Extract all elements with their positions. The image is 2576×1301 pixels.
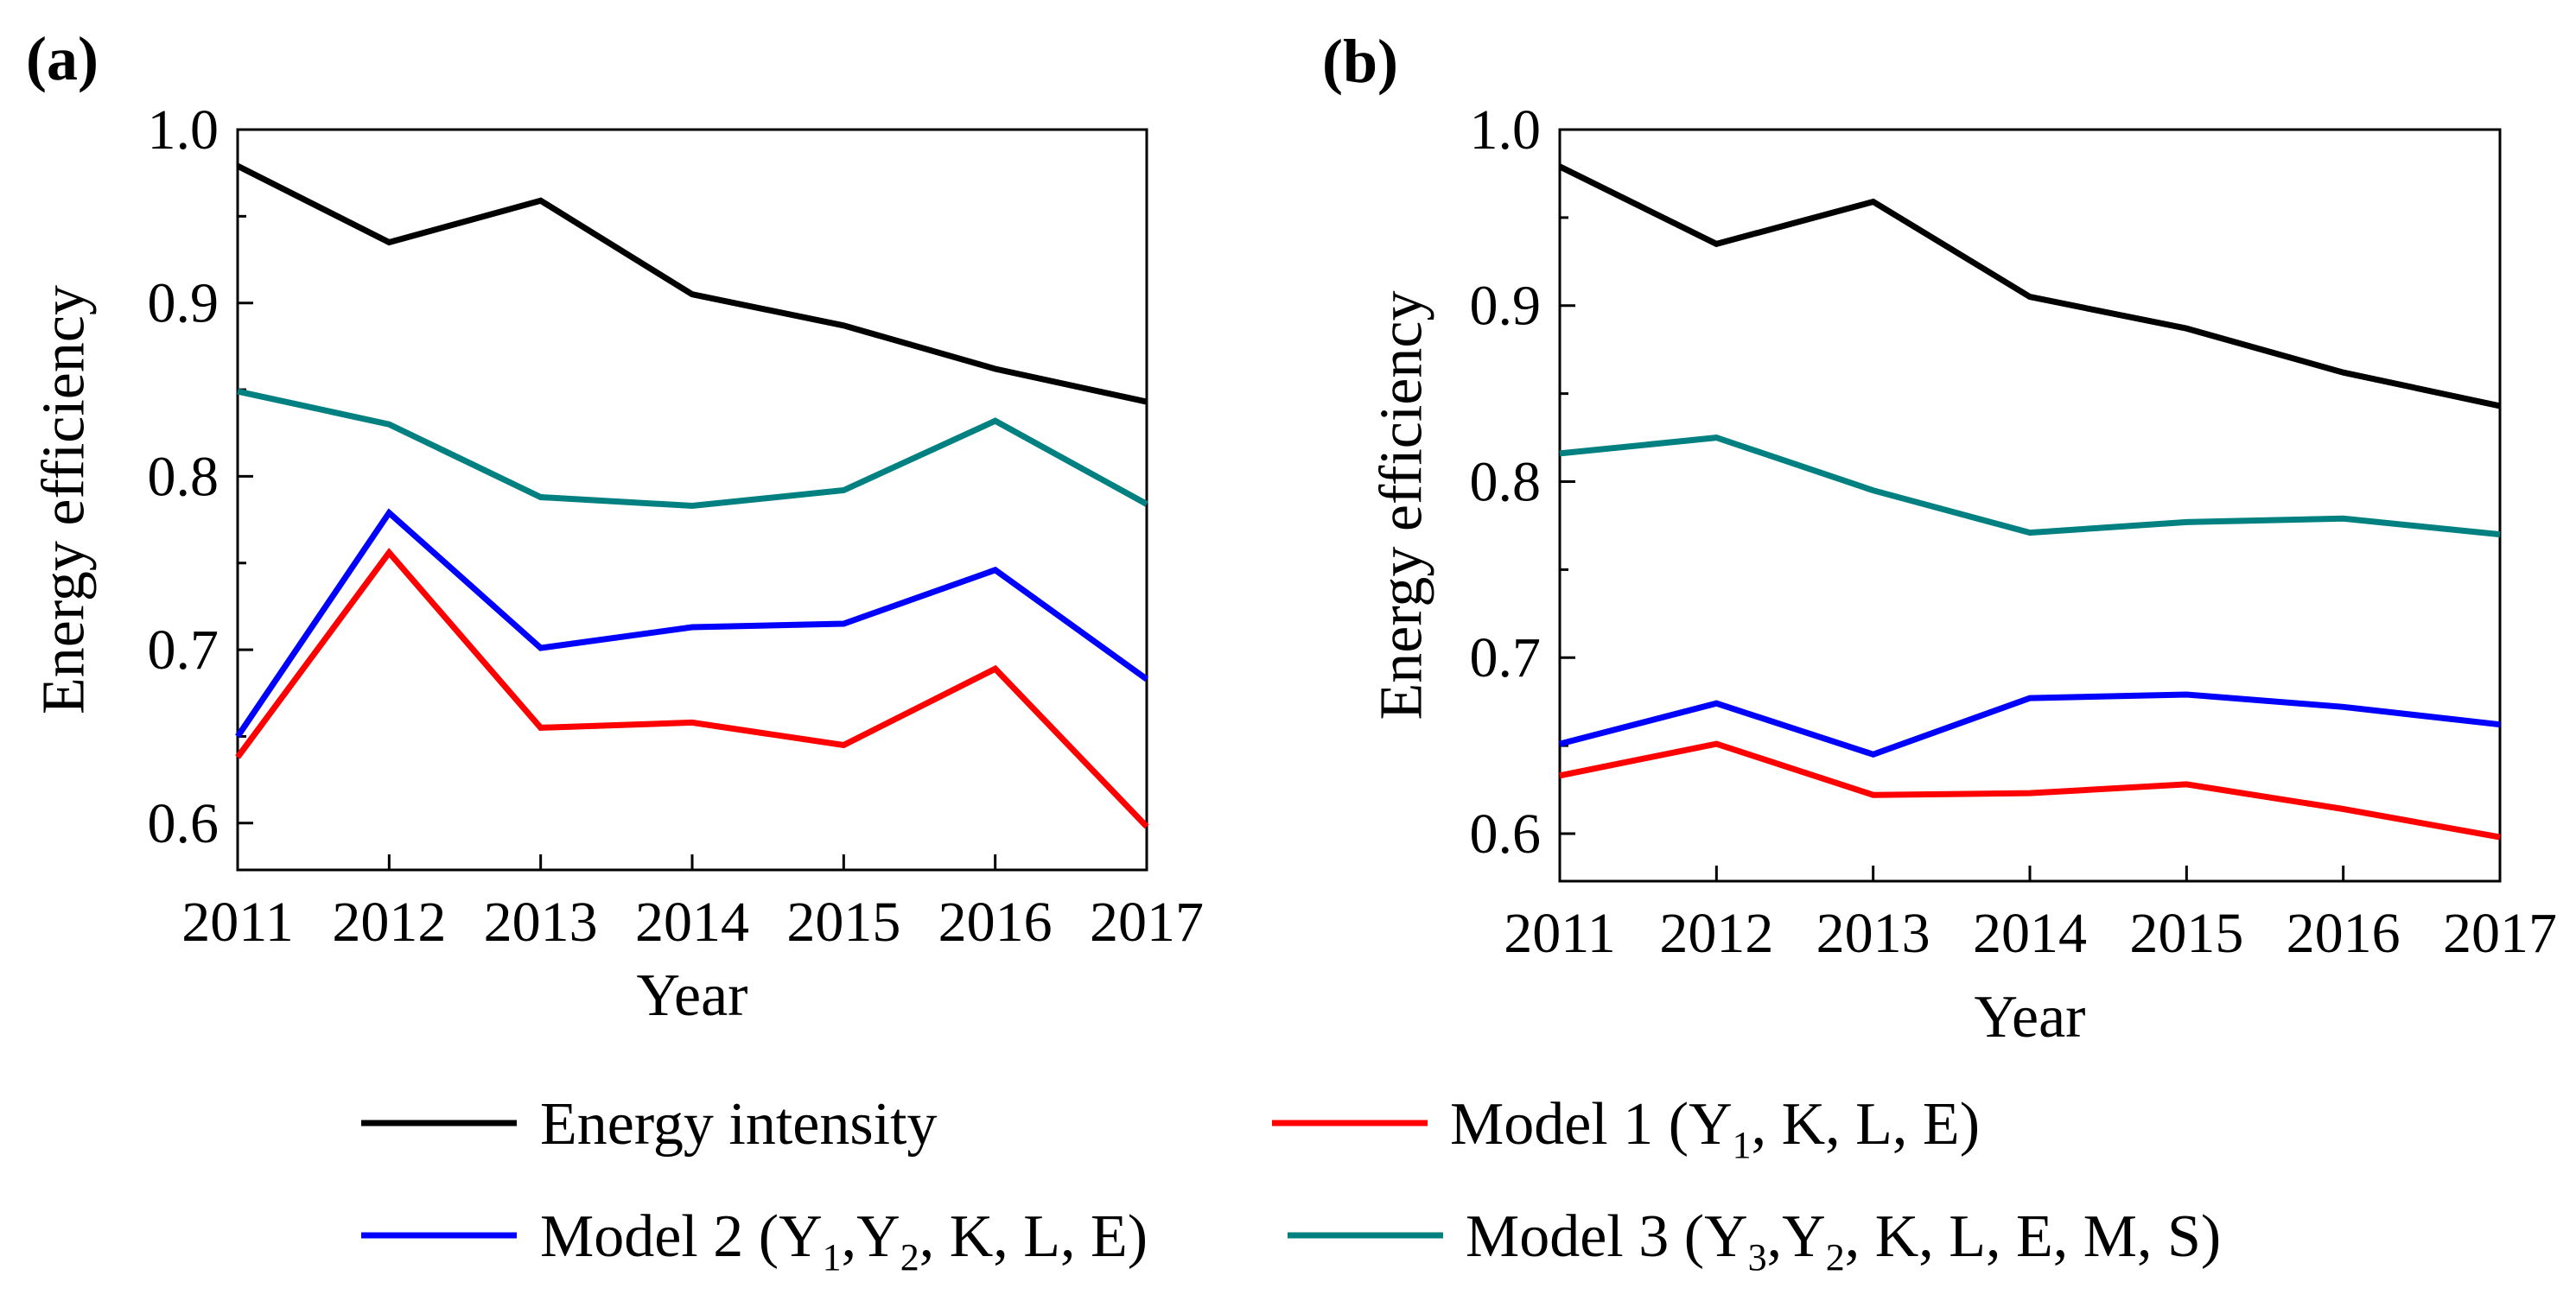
series-line-2 (1559, 691, 2501, 758)
series-line-0 (236, 162, 1148, 405)
legend-item: Model 1 (Y1, K, L, E) (1272, 1091, 1980, 1166)
y-tick-label: 0.6 (148, 792, 219, 855)
x-tick-label: 2016 (2287, 902, 2401, 965)
x-tick-label: 2015 (786, 891, 900, 954)
legend-label-subscript: 1 (1733, 1124, 1752, 1166)
series-line-3 (1559, 740, 2501, 841)
series-line-1 (1559, 435, 2501, 538)
series-line-1 (237, 388, 1148, 510)
legend-item: Model 2 (Y1,Y2, K, L, E) (361, 1203, 1148, 1279)
legend-label-subscript: 1 (823, 1236, 842, 1279)
y-tick-label: 0.8 (1470, 450, 1542, 513)
y-tick-label: 0.8 (148, 445, 219, 508)
x-tick-label: 2014 (1973, 902, 2087, 965)
x-tick-label: 2012 (1659, 902, 1773, 965)
legend-label-part: ,Y (1767, 1203, 1826, 1270)
y-tick-label: 0.7 (1470, 626, 1542, 689)
legend-label-part: , K, L, E) (919, 1203, 1148, 1270)
y-axis-label: Energy efficiency (31, 285, 98, 714)
chart-panel-a: (a) 0.6 0.7 0.8 0.9 1.0 2011 2012 2013 2014 2015 20… (26, 24, 1204, 1029)
series-line-2 (235, 508, 1149, 739)
x-axis-label: Year (637, 962, 748, 1029)
legend-label: Model 3 (Y3,Y2, K, L, E, M, S) (1466, 1203, 2221, 1279)
x-tick-label: 2016 (938, 891, 1053, 954)
x-tick-label: 2011 (1504, 902, 1616, 965)
legend-label-part: , K, L, E, M, S) (1845, 1203, 2222, 1270)
legend-label-subscript: 3 (1748, 1236, 1767, 1279)
x-axis-label: Year (1975, 984, 2086, 1050)
series-line-3 (235, 548, 1149, 829)
y-tick-label: 0.6 (1470, 803, 1542, 866)
y-tick-label: 1.0 (1470, 98, 1542, 162)
x-tick-label: 2012 (332, 891, 446, 954)
legend-label-subscript: 2 (900, 1236, 919, 1279)
plot-frame (236, 128, 1148, 872)
y-tick-label: 0.7 (148, 619, 219, 682)
legend-label-part: Model 3 (Y (1466, 1203, 1748, 1270)
legend-item: Energy intensity (361, 1091, 937, 1158)
panel-label: (a) (26, 24, 99, 93)
y-tick-label: 0.9 (148, 272, 219, 335)
x-tick-label: 2013 (484, 891, 598, 954)
y-tick-label: 1.0 (148, 98, 219, 162)
x-tick-label: 2013 (1816, 902, 1930, 965)
x-tick-label: 2011 (181, 891, 294, 954)
chart-panel-b: (b) 0.6 0.7 0.8 0.9 1.0 2011 2012 2013 2014 2015 20… (1322, 27, 2557, 1050)
series-line-0 (1558, 163, 2501, 409)
legend-label-part: Model 1 (Y (1450, 1091, 1733, 1158)
y-tick-label: 0.9 (1470, 275, 1542, 338)
x-tick-label: 2017 (1090, 891, 1204, 954)
legend-label-part: , K, L, E) (1752, 1091, 1980, 1158)
x-tick-label: 2014 (635, 891, 749, 954)
legend-label: Model 2 (Y1,Y2, K, L, E) (540, 1203, 1148, 1279)
legend-label-subscript: 2 (1826, 1236, 1845, 1279)
legend: Energy intensity Model 1 (Y1, K, L, E)Mod… (361, 1091, 2221, 1279)
legend-label: Energy intensity (540, 1091, 937, 1158)
x-tick-label: 2017 (2443, 902, 2557, 965)
legend-label-part: Model 2 (Y (540, 1203, 823, 1270)
legend-label-part: ,Y (842, 1203, 900, 1270)
y-axis-label: Energy efficiency (1369, 291, 1435, 720)
panel-label: (b) (1322, 27, 1398, 96)
legend-item: Model 3 (Y3,Y2, K, L, E, M, S) (1288, 1203, 2221, 1279)
x-tick-label: 2015 (2129, 902, 2243, 965)
plot-frame (1558, 128, 2502, 883)
legend-label: Model 1 (Y1, K, L, E) (1450, 1091, 1980, 1166)
